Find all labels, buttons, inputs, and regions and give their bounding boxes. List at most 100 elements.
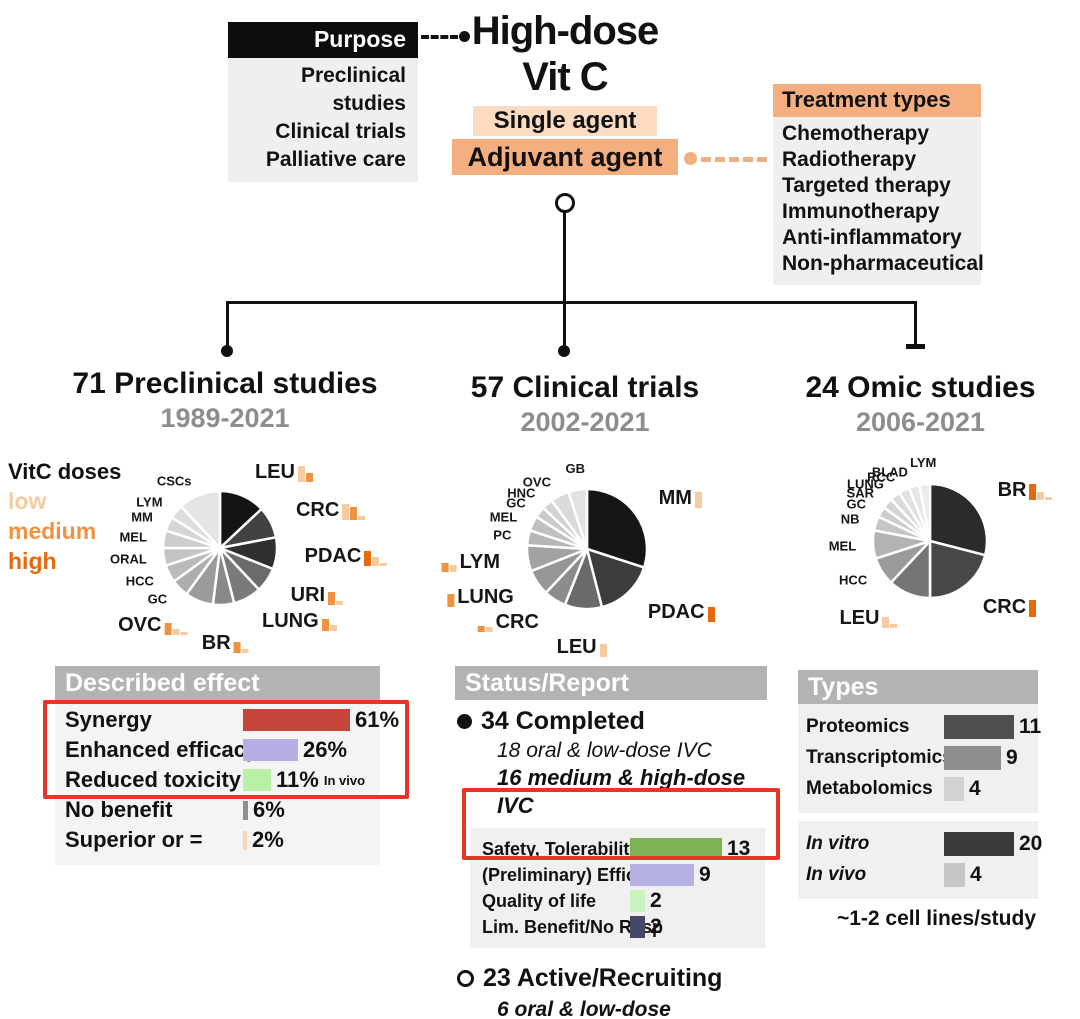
pie-label-text: NB: [840, 511, 860, 527]
bar-row: Quality of life 2: [482, 888, 765, 914]
pie-label-MEL: MEL: [829, 539, 856, 552]
dose-bar-low: [380, 562, 388, 566]
dose-mini-bars: [447, 594, 455, 608]
highlight-box-status: [462, 788, 780, 860]
bar-rect: [630, 916, 645, 938]
purpose-panel: Purpose Preclinical studies Clinical tri…: [228, 22, 418, 182]
bar-rect: [944, 831, 1014, 856]
pie-label-text: GB: [565, 460, 586, 476]
highlight-box-described: [43, 700, 409, 799]
open-circle-icon: [457, 970, 474, 987]
bar-row-label: Safety, Tolerability: [482, 838, 640, 859]
pie-label-GB: GB: [566, 462, 586, 475]
bar-row-barcell: 13: [630, 837, 765, 861]
bar-row: Enhanced efficacy 26%: [65, 735, 372, 765]
bar-row-barcell: 2%: [243, 827, 372, 853]
purpose-item: Palliative care: [265, 148, 406, 171]
pie-label-text: LUNG: [261, 609, 319, 632]
dose-bar-low: [180, 632, 188, 636]
bar-row-barcell: 9: [944, 745, 1038, 770]
bar-rect: [243, 739, 298, 761]
purpose-connector-dot: [459, 31, 470, 42]
dose-bar-low: [449, 565, 457, 573]
pie-label-text: GC: [506, 495, 526, 511]
pie-label-PDAC: PDAC: [648, 602, 715, 622]
treatment-item: Chemotherapy: [782, 122, 930, 145]
dose-bar-low: [329, 624, 337, 631]
types-divider: [798, 813, 1038, 821]
pie-label-text: CRC: [495, 610, 539, 633]
bar-row-value: 2%: [252, 827, 284, 852]
pie-label-GC: GC: [506, 497, 526, 510]
status-report-title: Status/Report: [455, 666, 767, 700]
pie-slice-MM: [585, 487, 649, 569]
pie-label-GC: GC: [148, 592, 168, 605]
bar-row-barcell: 11% In vivo: [243, 767, 372, 793]
pie-label-BR: BR: [997, 479, 1053, 502]
column-header-omic: 24 Omic studies 2006-2021: [793, 370, 1048, 438]
cell-lines-caption: ~1-2 cell lines/study: [836, 907, 1036, 930]
bar-rect: [944, 745, 1001, 770]
bar-row-value: 4: [969, 776, 981, 800]
tree-branch-right-terminal: [906, 344, 925, 349]
treatment-item: Non-pharmaceutical: [782, 252, 984, 275]
bar-row-barcell: 61%: [243, 707, 399, 733]
treatment-types-list: Chemotherapy Radiotherapy Targeted thera…: [773, 117, 984, 285]
pie-label-CRC: CRC: [477, 610, 539, 633]
pie-label-LUNG: LUNG: [447, 586, 514, 609]
dose-mini-bars: [364, 550, 388, 566]
bar-row: Transcriptomics 9: [806, 742, 1038, 773]
bar-row: Reduced toxicity 11% In vivo: [65, 765, 372, 795]
bar-row-barcell: 4: [944, 862, 1038, 887]
bar-row: In vitro 20: [806, 828, 1042, 859]
bar-row-label: Quality of life: [482, 890, 597, 911]
bar-row: Proteomics 11: [806, 711, 1041, 742]
dose-mini-bars: [233, 641, 249, 653]
bar-row-value: 4: [970, 862, 982, 886]
pie-label-text: LUNG: [457, 586, 514, 609]
status-report-panel: Status/Report 34 Completed 18 oral & low…: [455, 666, 767, 1019]
bar-rect: [944, 862, 965, 887]
pie-label-RCC: RCC: [867, 470, 895, 483]
pie-label-LYM: LYM: [441, 552, 500, 573]
pie-label-text: LEU: [556, 635, 597, 658]
purpose-item: Preclinical studies: [300, 64, 406, 115]
completed-details: 18 oral & low-dose IVC 16 medium & high-…: [497, 738, 767, 820]
omic-types-panel: Types Proteomics 11 Transcriptomics 9 Metabo…: [798, 670, 1042, 931]
status-report-rows: Safety, Tolerability 13 (Preliminary) Effi…: [470, 828, 765, 948]
column-title: 57 Clinical trials: [470, 371, 700, 404]
completed-line: 34 Completed: [457, 707, 767, 736]
dose-mini-bars: [164, 623, 188, 636]
pie-label-BLAD: BLAD: [872, 465, 908, 478]
dose-legend-low: low: [8, 488, 47, 514]
dose-mini-bars: [441, 563, 457, 573]
pie-label-text: MEL: [489, 509, 518, 525]
bar-rect: [944, 776, 964, 801]
pie-slice-CSCs: [179, 489, 222, 550]
bar-row-label: In vivo: [806, 863, 867, 885]
active-line: 23 Active/Recruiting: [457, 964, 767, 993]
pie-label-GC: GC: [847, 498, 867, 511]
filled-circle-icon: [457, 714, 472, 729]
pie-label-MEL: MEL: [119, 530, 146, 543]
adjuvant-agent-label: Adjuvant agent: [452, 139, 678, 175]
pie-label-text: BR: [997, 479, 1027, 502]
bar-rect: [243, 800, 248, 820]
dose-bar-low: [599, 643, 607, 657]
pie-label-CRC: CRC: [983, 597, 1037, 617]
dose-bar-medium: [441, 563, 449, 573]
vitc-dose-legend: VitC doses low medium high: [8, 458, 148, 576]
dose-bar-high: [1029, 484, 1037, 501]
completed-detail: 16 medium & high-dose IVC: [497, 765, 746, 818]
tree-branch-middle-dot: [558, 345, 570, 357]
dose-mini-bars: [342, 504, 366, 521]
dose-bar-medium: [321, 618, 329, 631]
bar-row-label: No benefit: [65, 797, 173, 822]
dose-bar-low: [882, 617, 890, 629]
dose-bar-low: [297, 465, 305, 482]
bar-row-label: Metabolomics: [806, 777, 933, 799]
pie-label-HCC: HCC: [126, 574, 154, 587]
column-header-preclinical: 71 Preclinical studies 1989-2021: [30, 366, 420, 434]
column-years: 1989-2021: [160, 403, 290, 433]
pie-label-text: MM: [131, 509, 153, 525]
